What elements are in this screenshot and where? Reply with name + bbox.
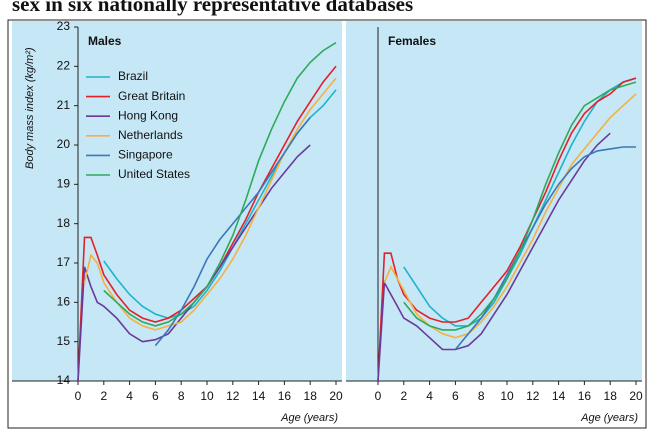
frame bbox=[7, 19, 647, 429]
series-line bbox=[454, 146, 636, 351]
legend-label: United States bbox=[118, 167, 190, 181]
y-tick-label: 17 bbox=[57, 255, 71, 269]
x-tick-label: 2 bbox=[400, 389, 407, 403]
x-tick-label: 8 bbox=[178, 389, 185, 403]
series-line bbox=[377, 132, 611, 382]
x-tick-label: 0 bbox=[75, 389, 82, 403]
x-tick-label: 8 bbox=[478, 389, 485, 403]
figure-title: sex in six nationally representative dat… bbox=[12, 0, 413, 16]
x-axis-label: Age (years) bbox=[580, 412, 638, 424]
x-tick-label: 18 bbox=[604, 389, 618, 403]
x-tick-label: 4 bbox=[126, 389, 133, 403]
x-tick-label: 2 bbox=[100, 389, 107, 403]
x-tick-label: 12 bbox=[526, 389, 540, 403]
x-tick-label: 0 bbox=[375, 389, 382, 403]
x-tick-label: 20 bbox=[329, 389, 343, 403]
x-tick-label: 20 bbox=[629, 389, 643, 403]
x-tick-label: 12 bbox=[226, 389, 240, 403]
y-tick-label: 22 bbox=[57, 59, 71, 73]
series-line bbox=[77, 144, 311, 382]
x-tick-label: 10 bbox=[200, 389, 214, 403]
y-tick-label: 16 bbox=[57, 295, 71, 309]
y-tick-label: 23 bbox=[57, 19, 71, 33]
x-tick-label: 4 bbox=[426, 389, 433, 403]
panel-title: Males bbox=[88, 34, 122, 48]
series-line bbox=[83, 77, 337, 331]
legend-label: Brazil bbox=[118, 69, 148, 83]
series-line bbox=[377, 77, 637, 382]
y-tick-label: 20 bbox=[57, 137, 71, 151]
panel-background bbox=[12, 21, 342, 381]
x-tick-label: 6 bbox=[152, 389, 159, 403]
x-tick-label: 14 bbox=[552, 389, 566, 403]
y-tick-label: 21 bbox=[57, 98, 71, 112]
panel-title: Females bbox=[388, 34, 436, 48]
series-line bbox=[403, 81, 637, 331]
y-tick-label: 18 bbox=[57, 216, 71, 230]
legend-label: Hong Kong bbox=[118, 108, 178, 122]
y-axis-label: Body mass index (kg/m²) bbox=[24, 47, 36, 169]
series-line bbox=[103, 42, 337, 327]
y-tick-label: 14 bbox=[57, 373, 71, 387]
x-tick-label: 14 bbox=[252, 389, 266, 403]
legend-label: Singapore bbox=[118, 148, 173, 162]
x-tick-label: 16 bbox=[578, 389, 592, 403]
legend-label: Great Britain bbox=[118, 89, 185, 103]
y-tick-label: 15 bbox=[57, 334, 71, 348]
series-line bbox=[77, 65, 337, 382]
x-axis-label: Age (years) bbox=[280, 412, 338, 424]
y-tick-label: 19 bbox=[57, 177, 71, 191]
panel-background bbox=[346, 21, 642, 381]
x-tick-label: 18 bbox=[304, 389, 318, 403]
x-tick-label: 16 bbox=[278, 389, 292, 403]
x-tick-label: 6 bbox=[452, 389, 459, 403]
series-line bbox=[383, 93, 637, 339]
series-line bbox=[154, 116, 311, 347]
x-tick-label: 10 bbox=[500, 389, 514, 403]
legend-label: Netherlands bbox=[118, 128, 183, 142]
